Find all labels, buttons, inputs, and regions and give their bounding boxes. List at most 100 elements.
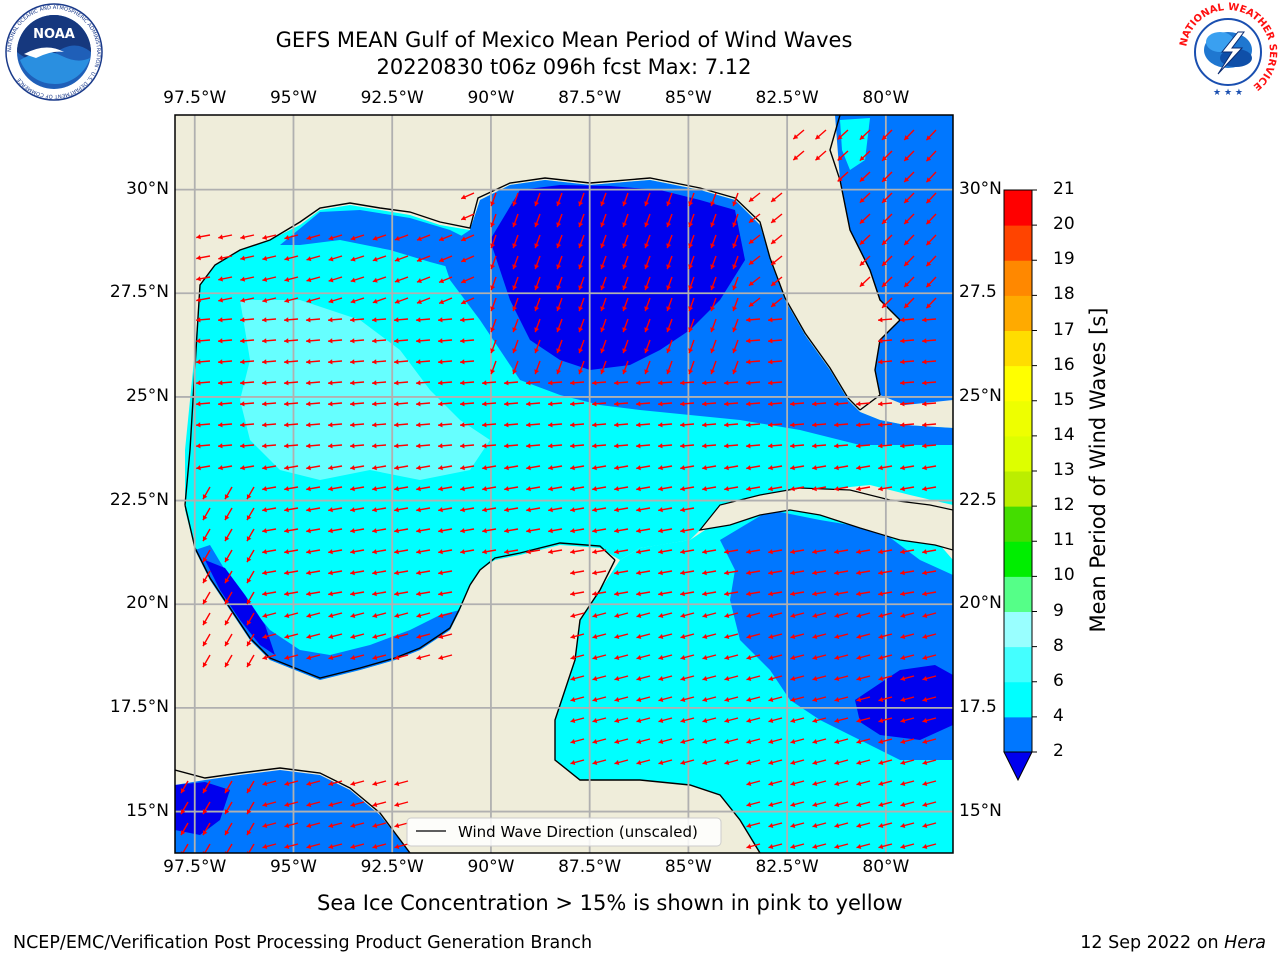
wind-arrow-head: [460, 380, 465, 386]
wind-arrow-head: [812, 760, 818, 766]
wind-arrow-head: [196, 380, 201, 386]
wind-arrow-head: [834, 570, 839, 576]
wind-arrow-head: [262, 443, 267, 449]
colorbar-segment: [1004, 611, 1032, 648]
wind-arrow-head: [768, 317, 773, 323]
wind-arrow-head: [746, 760, 752, 766]
wind-arrow-head: [834, 697, 840, 703]
wind-arrow-head: [461, 236, 467, 242]
wind-arrow-head: [416, 359, 421, 365]
wind-arrow-head: [878, 760, 884, 766]
wind-arrow-head: [856, 823, 862, 829]
wind-arrow-head: [636, 634, 642, 640]
wind-arrow-head: [570, 613, 576, 619]
wind-arrow-head: [394, 465, 399, 471]
wind-arrow-head: [636, 613, 642, 619]
wind-arrow-head: [512, 201, 518, 207]
wind-arrow-head: [878, 486, 883, 492]
wind-arrow-head: [372, 277, 378, 283]
wind-arrow-head: [768, 380, 773, 386]
wind-arrow-head: [658, 380, 663, 386]
wind-arrow-head: [416, 299, 422, 304]
wind-arrow-head: [856, 676, 862, 682]
wind-arrow-head: [900, 338, 905, 344]
wind-arrow-head: [284, 359, 289, 365]
wind-arrow-head: [512, 222, 518, 228]
wind-arrow-head: [834, 613, 840, 619]
wind-arrow-head: [834, 823, 840, 829]
wind-arrow-head: [218, 297, 224, 303]
wind-arrow-head: [790, 760, 796, 766]
wind-arrow-head: [394, 802, 400, 808]
wind-arrow-head: [878, 401, 883, 407]
wind-arrow-head: [859, 197, 865, 203]
wind-arrow-head: [328, 380, 333, 386]
wind-arrow-head: [416, 338, 421, 344]
wind-arrow-head: [372, 338, 377, 344]
wind-arrow-head: [394, 443, 399, 449]
wind-arrow-head: [900, 802, 906, 808]
wind-arrow-head: [834, 676, 840, 682]
wind-arrow-head: [812, 823, 818, 829]
wind-arrow-head: [680, 760, 686, 766]
wind-arrow-head: [460, 528, 465, 534]
wind-arrow-head: [592, 655, 598, 661]
wind-arrow-head: [372, 613, 378, 619]
wind-arrow-head: [196, 234, 201, 240]
wind-arrow-head: [306, 298, 312, 304]
wind-arrow-head: [240, 297, 246, 303]
colorbar-segment: [1004, 400, 1032, 437]
wind-arrow-head: [306, 823, 312, 829]
wind-arrow-head: [394, 591, 399, 597]
wind-arrow-head: [614, 591, 619, 597]
wind-arrow-head: [834, 802, 840, 808]
wind-arrow-head: [922, 486, 927, 492]
lon-label: 87.5°W: [558, 857, 622, 877]
wind-arrow-head: [438, 317, 443, 323]
wind-arrow-head: [746, 718, 752, 724]
wind-arrow-head: [202, 809, 208, 815]
wind-arrow-head: [790, 613, 796, 619]
wind-arrow-head: [534, 264, 540, 270]
wind-arrow-head: [350, 401, 355, 407]
wind-arrow-head: [526, 486, 531, 492]
wind-arrow-head: [570, 507, 575, 513]
wind-arrow-head: [394, 844, 400, 850]
wind-arrow-head: [688, 285, 694, 291]
wind-arrow-head: [922, 338, 927, 344]
wind-arrow-head: [592, 760, 598, 766]
wind-arrow-head: [768, 655, 774, 661]
wind-arrow-head: [834, 591, 839, 597]
wind-arrow-head: [856, 718, 862, 724]
lon-label: 95°W: [269, 88, 317, 108]
svg-text:★ ★ ★: ★ ★ ★: [1213, 88, 1243, 98]
wind-arrow-head: [878, 676, 884, 682]
wind-arrow-head: [856, 781, 862, 787]
colorbar-extend: [1003, 751, 1033, 782]
wind-arrow-head: [688, 264, 694, 270]
wind-arrow-head: [490, 222, 496, 228]
wind-arrow-head: [922, 739, 928, 745]
wind-arrow-head: [746, 591, 751, 597]
wind-arrow-head: [922, 655, 928, 661]
wind-arrow-head: [878, 613, 884, 619]
wind-arrow-head: [702, 401, 707, 407]
wind-arrow-head: [394, 528, 399, 534]
wind-arrow-head: [240, 276, 246, 282]
wind-arrow-head: [724, 760, 730, 766]
wind-arrow-head: [882, 197, 887, 203]
wind-arrow-head: [900, 443, 905, 449]
wind-arrow-head: [218, 465, 223, 471]
wind-arrow-head: [461, 194, 467, 200]
wind-arrow-head: [461, 278, 467, 284]
colorbar-segment: [1004, 190, 1032, 226]
wind-arrow-head: [328, 570, 333, 576]
wind-arrow-head: [614, 380, 619, 386]
wind-arrow-head: [284, 443, 289, 449]
lat-label-right: 15°N: [959, 800, 1002, 821]
wind-arrow-head: [438, 507, 443, 513]
wind-arrow-head: [350, 781, 356, 787]
wind-arrow-head: [504, 528, 509, 534]
wind-arrow-head: [768, 465, 773, 471]
wind-arrow-head: [372, 549, 377, 555]
